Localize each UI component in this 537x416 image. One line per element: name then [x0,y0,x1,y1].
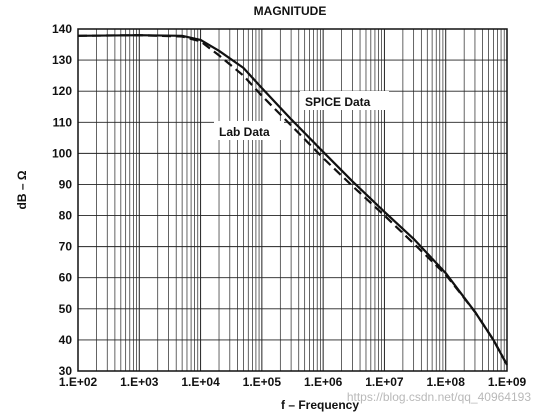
lab-data-line [77,34,508,366]
x-tick-label: 1.E+09 [488,375,527,389]
y-tick-label: 70 [59,240,73,254]
y-tick-label: 90 [59,177,73,191]
x-tick-label: 1.E+02 [59,375,98,389]
lab-data-label: Lab Data [219,125,270,139]
x-tick-label: 1.E+05 [243,375,282,389]
y-tick-labels: 140 130 120 110 100 90 80 70 60 50 40 30 [52,22,72,378]
y-tick-label: 100 [52,146,72,160]
x-tick-label: 1.E+06 [304,375,343,389]
y-axis-label: dB – Ω [15,170,29,209]
y-tick-label: 140 [52,22,72,36]
x-tick-label: 1.E+08 [427,375,466,389]
x-tick-label: 1.E+07 [365,375,404,389]
x-tick-label: 1.E+03 [120,375,159,389]
y-tick-label: 50 [59,302,73,316]
plot-frame [77,28,508,372]
chart-title: MAGNITUDE [254,4,327,18]
curves [77,34,508,366]
lab-label-bg [214,121,284,140]
x-tick-label: 1.E+04 [181,375,220,389]
y-tick-label: 110 [53,115,73,129]
spice-label-bg [300,91,389,110]
y-tick-label: 60 [59,271,73,285]
x-axis-label: f – Frequency [281,398,359,412]
y-tick-label: 30 [59,364,73,378]
spice-data-label: SPICE Data [305,95,371,109]
y-tick-label: 130 [52,53,72,67]
y-tick-label: 40 [59,333,73,347]
grid [77,28,507,372]
x-tick-labels: 1.E+02 1.E+03 1.E+04 1.E+05 1.E+06 1.E+07 1.E+… [59,375,527,389]
y-tick-label: 80 [59,209,73,223]
y-tick-label: 120 [52,84,72,98]
watermark: https://blog.csdn.net/qq_40964193 [347,390,531,404]
